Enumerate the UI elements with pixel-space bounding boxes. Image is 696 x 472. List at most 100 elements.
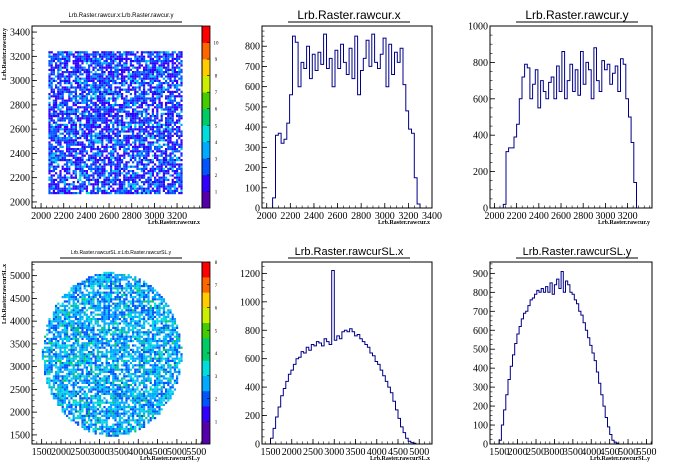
heatmap-cell xyxy=(101,137,104,140)
heatmap-cell xyxy=(52,110,55,113)
heatmap-cell xyxy=(85,315,88,318)
heatmap-cell xyxy=(99,370,102,373)
heatmap-cell xyxy=(118,121,121,124)
heatmap-cell xyxy=(55,342,58,345)
heatmap-cell xyxy=(116,362,119,365)
colorbar-segment xyxy=(202,180,210,187)
heatmap-cell xyxy=(103,366,106,369)
heatmap-cell xyxy=(110,298,113,301)
heatmap-cell xyxy=(110,68,113,71)
heatmap-cell xyxy=(52,379,55,382)
heatmap-cell xyxy=(50,112,53,115)
heatmap-cell xyxy=(55,309,58,312)
heatmap-cell xyxy=(88,99,91,102)
heatmap-cell xyxy=(52,167,55,170)
heatmap-cell xyxy=(110,152,113,155)
heatmap-cell xyxy=(132,119,135,122)
heatmap-cell xyxy=(173,161,176,164)
heatmap-cell xyxy=(167,139,170,142)
heatmap-cell xyxy=(70,121,73,124)
heatmap-cell xyxy=(92,410,95,413)
heatmap-cell xyxy=(103,304,106,307)
heatmap-cell xyxy=(147,187,150,190)
heatmap-cell xyxy=(55,79,58,82)
heatmap-cell xyxy=(72,384,75,387)
heatmap-cell xyxy=(125,172,128,175)
heatmap-cell xyxy=(72,414,75,417)
heatmap-cell xyxy=(55,329,58,332)
heatmap-cell xyxy=(79,412,82,415)
heatmap-cell xyxy=(63,322,66,325)
heatmap-cell xyxy=(96,117,99,120)
heatmap-cell xyxy=(85,115,88,118)
heatmap-cell xyxy=(57,137,60,140)
heatmap-cell xyxy=(83,331,86,334)
heatmap-cell xyxy=(90,318,93,321)
heatmap-cell xyxy=(158,170,161,173)
heatmap-cell xyxy=(74,322,77,325)
heatmap-cell xyxy=(110,145,113,148)
heatmap-cell xyxy=(61,165,64,168)
heatmap-cell xyxy=(74,381,77,384)
heatmap-cell xyxy=(77,359,80,362)
heatmap-cell xyxy=(48,342,51,345)
colorbar-segment xyxy=(202,97,210,104)
heatmap-cell xyxy=(63,79,66,82)
heatmap-cell xyxy=(88,296,91,299)
heatmap-cell xyxy=(134,141,137,144)
colorbar-segment xyxy=(202,31,210,38)
heatmap-cell xyxy=(151,187,154,190)
heatmap-cell xyxy=(151,174,154,177)
heatmap-cell xyxy=(143,86,146,89)
heatmap-cell xyxy=(99,432,102,435)
heatmap-cell xyxy=(44,364,47,367)
heatmap-cell xyxy=(96,318,99,321)
heatmap-cell xyxy=(99,60,102,63)
heatmap-cell xyxy=(127,192,130,195)
heatmap-cell xyxy=(118,337,121,340)
heatmap-cell xyxy=(63,320,66,323)
heatmap-cell xyxy=(180,55,183,58)
heatmap-cell xyxy=(112,128,115,131)
heatmap-cell xyxy=(52,381,55,384)
heatmap-cell xyxy=(96,192,99,195)
heatmap-cell xyxy=(99,428,102,431)
heatmap-cell xyxy=(55,311,58,314)
heatmap-cell xyxy=(83,99,86,102)
heatmap-cell xyxy=(169,93,172,96)
heatmap-cell xyxy=(160,73,163,76)
heatmap-cell xyxy=(169,121,172,124)
heatmap-cell xyxy=(92,156,95,159)
heatmap-cell xyxy=(50,351,53,354)
heatmap-cell xyxy=(92,362,95,365)
heatmap-cell xyxy=(90,373,93,376)
heatmap-cell xyxy=(88,117,91,120)
heatmap-cell xyxy=(118,165,121,168)
heatmap-cell xyxy=(180,95,183,98)
heatmap-cell xyxy=(121,353,124,356)
heatmap-cell xyxy=(118,282,121,285)
heatmap-cell xyxy=(160,95,163,98)
heatmap-cell xyxy=(116,421,119,424)
heatmap-cell xyxy=(90,86,93,89)
heatmap-cell xyxy=(112,307,115,310)
heatmap-cell xyxy=(103,278,106,281)
heatmap-cell xyxy=(55,110,58,113)
heatmap-cell xyxy=(107,172,110,175)
heatmap-cell xyxy=(50,90,53,93)
heatmap-cell xyxy=(160,167,163,170)
heatmap-cell xyxy=(110,304,113,307)
heatmap-cell xyxy=(180,167,183,170)
heatmap-cell xyxy=(81,55,84,58)
heatmap-cell xyxy=(85,353,88,356)
heatmap-cell xyxy=(92,377,95,380)
heatmap-cell xyxy=(110,165,113,168)
heatmap-cell xyxy=(112,117,115,120)
heatmap-cell xyxy=(50,79,53,82)
heatmap-cell xyxy=(92,401,95,404)
colorbar-segment xyxy=(202,92,210,98)
heatmap-cell xyxy=(81,368,84,371)
heatmap-cell xyxy=(90,189,93,192)
heatmap-cell xyxy=(107,112,110,115)
heatmap-cell xyxy=(123,174,126,177)
